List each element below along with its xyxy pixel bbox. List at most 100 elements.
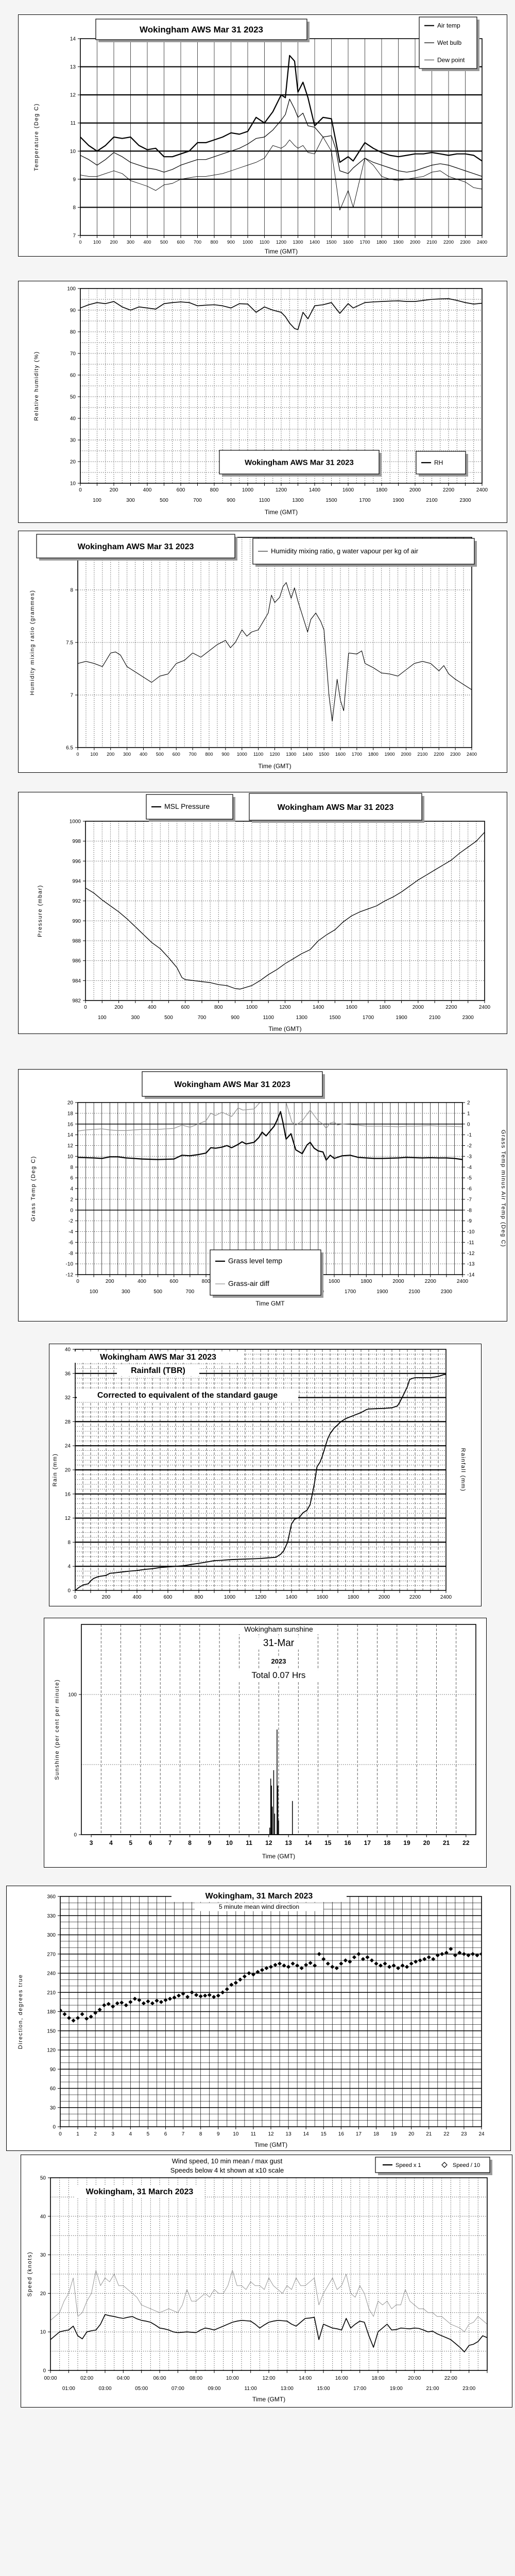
svg-text:400: 400 (133, 1595, 142, 1600)
svg-text:9: 9 (217, 2131, 220, 2137)
svg-text:-1: -1 (467, 1132, 472, 1138)
svg-text:15: 15 (321, 2131, 327, 2137)
svg-text:16: 16 (65, 1492, 71, 1497)
series (60, 1946, 482, 2023)
svg-text:1800: 1800 (379, 1005, 391, 1010)
svg-text:0: 0 (59, 2131, 62, 2137)
svg-text:1800: 1800 (376, 487, 388, 493)
svg-text:-3: -3 (467, 1154, 472, 1160)
svg-text:14: 14 (303, 2131, 310, 2137)
svg-text:6.5: 6.5 (66, 745, 73, 751)
svg-text:2: 2 (70, 1197, 73, 1202)
svg-text:600: 600 (181, 1005, 190, 1010)
axes: 0 100 200 300 400 500 600 700 800 900 1000 1100 1200… (33, 286, 488, 516)
svg-text:90: 90 (50, 2067, 56, 2073)
svg-text:Wokingham, 31 March 2023: Wokingham, 31 March 2023 (205, 1892, 313, 1901)
svg-text:500: 500 (156, 752, 164, 757)
svg-text:2100: 2100 (429, 1015, 441, 1021)
svg-text:0: 0 (79, 240, 81, 245)
svg-text:03:00: 03:00 (98, 2386, 111, 2392)
svg-text:17:00: 17:00 (353, 2386, 366, 2392)
svg-text:Speeds below 4 kt shown at x10: Speeds below 4 kt shown at x10 scale (170, 2166, 284, 2174)
svg-text:19:00: 19:00 (390, 2386, 403, 2392)
svg-text:-6: -6 (68, 1240, 73, 1246)
svg-text:Wokingham AWS Mar 31 2023: Wokingham AWS Mar 31 2023 (140, 25, 263, 35)
svg-text:210: 210 (47, 1990, 56, 1996)
svg-text:800: 800 (195, 1595, 203, 1600)
wind-speed-chart: 00:00 01:00 02:00 03:00 04:00 05:00 06:00 07:00… (27, 2157, 492, 2403)
svg-text:600: 600 (169, 1279, 178, 1284)
svg-text:Grass Temp minus Air Temp (Deg: Grass Temp minus Air Temp (Deg C) (500, 1130, 506, 1247)
svg-text:Temperature (Deg C): Temperature (Deg C) (33, 103, 40, 171)
svg-text:02:00: 02:00 (80, 2376, 93, 2381)
svg-text:Wet bulb: Wet bulb (437, 39, 461, 46)
axes: 3 4 5 6 7 8 9 10 11 12 13 14 15 16 17 18 19 20 21 22 0 100 Tim… (54, 1679, 470, 1860)
svg-text:300: 300 (126, 498, 135, 503)
svg-text:13: 13 (70, 64, 76, 70)
grid (81, 1624, 476, 1835)
relative-humidity-chart: 0 100 200 300 400 500 600 700 800 900 1000 1100 1200… (33, 286, 488, 516)
wind-direction-chart: 0 1 2 3 4 5 6 7 8 9 10 11 12 13 14 15 16 17 18 19 20 21 22 23 24… (18, 1889, 485, 2149)
svg-text:1100: 1100 (263, 1015, 274, 1021)
grass-temperature-chart: 0100200300400500600700800900100011001200… (30, 1071, 506, 1307)
svg-text:2023: 2023 (271, 1657, 286, 1665)
svg-text:14: 14 (67, 1132, 74, 1138)
panel-sunshine: 3 4 5 6 7 8 9 10 11 12 13 14 15 16 17 18 19 20 21 22 0 100 Tim… (44, 1618, 487, 1868)
svg-text:MSL Pressure: MSL Pressure (164, 802, 210, 810)
series (78, 582, 472, 722)
sunshine-chart: 3 4 5 6 7 8 9 10 11 12 13 14 15 16 17 18 19 20 21 22 0 100 Tim… (54, 1624, 476, 1860)
grid (78, 537, 472, 748)
svg-text:15: 15 (324, 1839, 332, 1846)
svg-text:1300: 1300 (296, 1015, 308, 1021)
svg-text:Wokingham AWS Mar 31 2023: Wokingham AWS Mar 31 2023 (245, 458, 354, 467)
svg-text:1300: 1300 (293, 240, 303, 245)
svg-text:01:00: 01:00 (62, 2386, 75, 2392)
svg-text:2000: 2000 (413, 1005, 424, 1010)
svg-text:Time GMT: Time GMT (255, 1300, 285, 1307)
svg-text:400: 400 (140, 752, 147, 757)
svg-text:8: 8 (73, 205, 76, 211)
svg-text:7: 7 (182, 2131, 185, 2137)
svg-text:800: 800 (202, 1279, 211, 1284)
svg-text:16: 16 (344, 1839, 351, 1846)
panel-msl-pressure: 0 100 200 300 400 500 600 700 800 900 1000 1100 1200… (18, 792, 507, 1034)
svg-text:2400: 2400 (477, 240, 487, 245)
svg-text:10: 10 (70, 149, 76, 155)
series (80, 55, 482, 211)
svg-text:994: 994 (72, 879, 81, 885)
svg-text:Wokingham sunshine: Wokingham sunshine (244, 1625, 313, 1633)
svg-text:Dew point: Dew point (437, 56, 465, 63)
svg-text:50: 50 (40, 2176, 46, 2181)
svg-text:10: 10 (40, 2330, 46, 2335)
svg-text:7.5: 7.5 (66, 640, 73, 646)
svg-text:-12: -12 (467, 1251, 475, 1257)
svg-text:-4: -4 (467, 1165, 472, 1171)
svg-text:18: 18 (384, 1839, 391, 1846)
svg-text:20: 20 (70, 460, 76, 465)
svg-text:700: 700 (193, 498, 202, 503)
svg-text:-5: -5 (467, 1176, 472, 1181)
svg-text:600: 600 (164, 1595, 173, 1600)
svg-text:40: 40 (40, 2214, 46, 2219)
svg-text:990: 990 (72, 919, 81, 924)
svg-text:1500: 1500 (319, 752, 329, 757)
svg-text:900: 900 (231, 1015, 239, 1021)
decorations: Wind speed, 10 min mean / max gustSpeeds… (75, 2157, 492, 2198)
svg-text:100: 100 (90, 752, 98, 757)
svg-text:3: 3 (90, 1839, 93, 1846)
svg-text:Time (GMT): Time (GMT) (252, 2396, 285, 2403)
svg-text:Relative humidity (%): Relative humidity (%) (33, 351, 40, 420)
axes: 0 1 2 3 4 5 6 7 8 9 10 11 12 13 14 15 16 17 18 19 20 21 22 23 24… (18, 1894, 485, 2149)
series (78, 1102, 462, 1161)
svg-text:16:00: 16:00 (335, 2376, 348, 2381)
svg-text:20: 20 (65, 1468, 71, 1473)
svg-text:-2: -2 (467, 1143, 472, 1149)
svg-text:1900: 1900 (392, 498, 404, 503)
svg-text:Grass-air diff: Grass-air diff (228, 1279, 269, 1287)
svg-text:500: 500 (160, 498, 168, 503)
svg-text:500: 500 (153, 1289, 162, 1295)
grid (60, 1896, 482, 2127)
svg-text:23: 23 (461, 2131, 467, 2137)
svg-text:18:00: 18:00 (371, 2376, 384, 2381)
